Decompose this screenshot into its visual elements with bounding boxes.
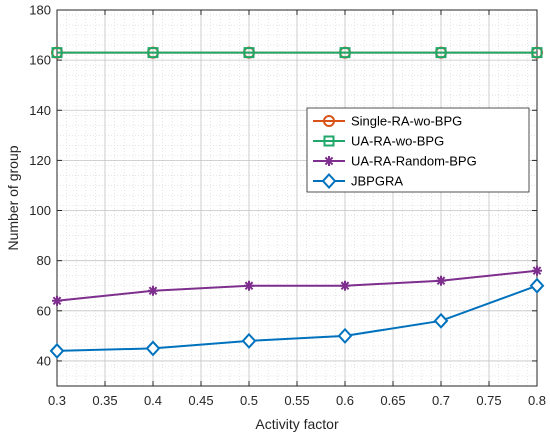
series-ua-ra-random-bpg [52,265,542,306]
data-point [148,285,158,296]
y-tick-label: 40 [37,353,51,368]
y-tick-labels: 40 60 80 100 120 140 160 180 [29,3,51,369]
data-point [532,265,542,276]
legend-marker [323,115,335,127]
asterisk-stroke [436,276,446,286]
legend-label: UA-RA-Random-BPG [351,154,477,169]
axis-ticks [56,9,538,386]
diamond-marker [321,173,337,189]
data-point [435,47,447,59]
asterisk-stroke [244,281,254,291]
x-tick-label: 0.65 [380,393,405,408]
data-point [339,47,351,59]
legend-label: UA-RA-wo-BPG [351,134,444,149]
square-marker [243,47,255,59]
data-point [337,327,353,344]
x-tick-label: 0.35 [92,393,117,408]
data-point [241,332,257,349]
data-point [243,47,255,59]
asterisk-stroke [52,296,62,306]
diamond-marker [49,342,65,359]
x-tick-label: 0.8 [528,393,546,408]
x-tick-label: 0.6 [336,393,354,408]
series-layer [49,46,545,359]
y-tick-label: 140 [29,103,51,118]
square-marker [531,47,543,59]
square-marker [339,47,351,59]
y-tick-label: 80 [37,253,51,268]
asterisk-stroke [148,286,158,296]
x-axis-label: Activity factor [255,416,339,432]
data-point [52,295,62,306]
data-point [244,280,254,291]
legend-marker [323,135,335,147]
asterisk-stroke [532,266,542,276]
series-jbpgra [49,277,545,359]
legend-entry: JBPGRA [313,173,403,189]
y-tick-label: 60 [37,303,51,318]
legend-entry: Single-RA-wo-BPG [313,114,462,129]
legend: Single-RA-wo-BPG UA-RA-wo-BPG UA-RA-Random… [306,107,530,193]
diamond-marker [529,277,545,294]
asterisk-stroke [324,156,334,166]
data-point [145,340,161,357]
square-marker [51,47,63,59]
y-tick-label: 160 [29,53,51,68]
legend-entry: UA-RA-wo-BPG [313,134,444,149]
diamond-marker [337,327,353,344]
legend-marker [324,156,334,166]
data-point [436,275,446,286]
data-point [340,280,350,291]
asterisk-stroke [340,281,350,291]
series-line [56,269,538,302]
y-axis-label: Number of group [5,145,21,250]
y-tick-label: 180 [29,3,51,18]
series-line [56,284,538,352]
legend-entry: UA-RA-Random-BPG [313,154,477,169]
x-tick-label: 0.4 [144,393,162,408]
legend-label: Single-RA-wo-BPG [351,114,462,129]
circle-marker [323,115,335,127]
x-tick-label: 0.55 [284,393,309,408]
x-tick-label: 0.7 [432,393,450,408]
square-marker [147,47,159,59]
x-tick-label: 0.5 [240,393,258,408]
data-point [531,47,543,59]
data-point [49,342,65,359]
data-point [51,47,63,59]
diamond-marker [145,340,161,357]
square-marker [435,47,447,59]
y-tick-label: 100 [29,203,51,218]
x-tick-label: 0.75 [476,393,501,408]
square-marker [323,135,335,147]
data-point [529,277,545,294]
legend-marker [321,173,337,189]
x-tick-label: 0.3 [48,393,66,408]
series-ua-ra-wo-bpg [51,47,543,59]
x-tick-label: 0.45 [188,393,213,408]
y-tick-label: 120 [29,153,51,168]
diamond-marker [241,332,257,349]
data-point [433,312,449,329]
x-tick-labels: 0.3 0.35 0.4 0.45 0.5 0.55 0.6 0.65 0.7 0.75 0.8 [48,393,546,408]
data-point [147,47,159,59]
diamond-marker [433,312,449,329]
legend-label: JBPGRA [351,174,403,189]
